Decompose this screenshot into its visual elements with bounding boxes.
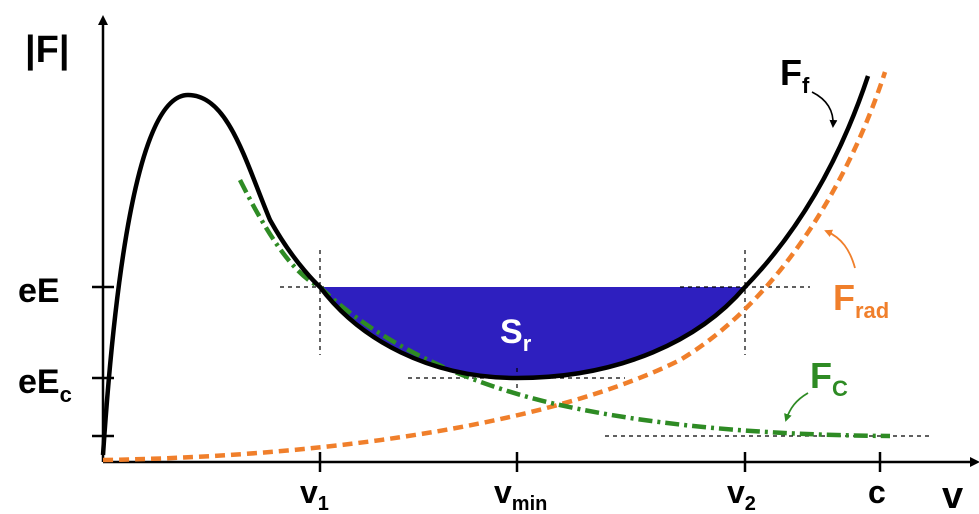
- y-axis-label: |F|: [25, 29, 69, 71]
- fc-curve: [237, 178, 891, 439]
- x-tick-label-v2: v2: [727, 474, 756, 514]
- frad-pointer-arrow: [824, 229, 856, 269]
- x-ticks: [318, 452, 882, 472]
- fc-pointer-arrow: [784, 392, 809, 422]
- x-axis-label: v: [942, 475, 963, 514]
- ff-curve: [100, 75, 871, 456]
- sr-label: Sr: [500, 313, 532, 356]
- x-tick-label-vmin: vmin: [494, 474, 547, 514]
- ff-label: Ff: [780, 52, 810, 98]
- ff-pointer-arrow: [811, 91, 838, 128]
- y-tick-label-ee: eE: [18, 272, 60, 310]
- x-tick-label-c: c: [868, 474, 886, 510]
- y-tick-label-eec: eEc: [18, 363, 72, 407]
- frad-label: Frad: [833, 277, 889, 323]
- frad-curve: [102, 71, 888, 463]
- sr-region: [320, 287, 745, 378]
- fc-label: FC: [810, 355, 848, 401]
- x-tick-label-v1: v1: [300, 474, 329, 514]
